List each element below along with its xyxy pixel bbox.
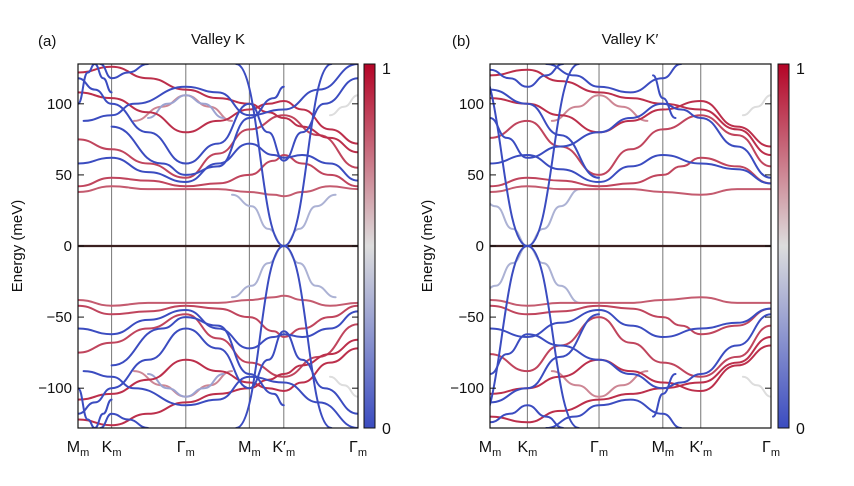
band-line bbox=[110, 85, 285, 176]
bands bbox=[78, 64, 358, 428]
band-line bbox=[78, 142, 358, 184]
x-tick-label: Km bbox=[102, 439, 122, 459]
y-tick-label: −50 bbox=[459, 309, 484, 326]
band-line bbox=[490, 88, 600, 179]
band-line bbox=[490, 344, 771, 395]
colorbar-min-label: 0 bbox=[382, 421, 391, 438]
y-axis-label: Energy (meV) bbox=[419, 200, 436, 293]
y-tick-label: −100 bbox=[38, 380, 72, 397]
band-line bbox=[78, 347, 358, 401]
band-line bbox=[490, 244, 581, 304]
y-tick-label: −100 bbox=[450, 380, 484, 397]
band-line bbox=[490, 64, 565, 88]
band-line bbox=[82, 64, 358, 122]
x-tick-label: Km bbox=[517, 439, 537, 459]
x-tick-label: Mm bbox=[67, 439, 90, 459]
band-line bbox=[78, 64, 113, 105]
band-line bbox=[78, 387, 113, 428]
y-tick-label: −50 bbox=[47, 309, 72, 326]
band-line bbox=[490, 336, 771, 424]
colorbar bbox=[363, 63, 376, 429]
y-tick-label: 0 bbox=[476, 238, 484, 255]
x-tick-label: K′m bbox=[272, 439, 295, 459]
x-tick-label: Γm bbox=[762, 439, 780, 459]
y-tick-label: 50 bbox=[55, 167, 72, 184]
band-line bbox=[490, 316, 771, 378]
band-line bbox=[741, 375, 771, 398]
band-line bbox=[78, 91, 358, 145]
panel-b: (b) Valley K′ Energy (meV) −100 −50 0 50 100 Mm K… bbox=[419, 31, 805, 459]
band-line bbox=[329, 94, 358, 117]
colorbar bbox=[777, 63, 790, 429]
y-tick-label: 100 bbox=[459, 96, 484, 113]
band-line bbox=[99, 64, 149, 80]
band-line bbox=[78, 308, 358, 350]
band-line bbox=[78, 77, 358, 165]
colorbar-max-label: 1 bbox=[382, 61, 391, 78]
band-line bbox=[82, 370, 358, 428]
band-line bbox=[550, 370, 649, 398]
chart-title: Valley K bbox=[191, 31, 245, 48]
panel-label: (a) bbox=[38, 33, 56, 50]
band-line bbox=[545, 64, 683, 94]
band-line bbox=[741, 94, 771, 117]
x-tick-label: Γm bbox=[349, 439, 367, 459]
band-line bbox=[550, 94, 649, 122]
band-line bbox=[490, 244, 580, 428]
colorbar-max-label: 1 bbox=[796, 61, 805, 78]
x-tick-label: Mm bbox=[479, 439, 502, 459]
band-line bbox=[652, 373, 677, 418]
band-line bbox=[490, 304, 771, 336]
band-line bbox=[78, 185, 358, 198]
band-line bbox=[99, 412, 149, 428]
x-tick-label: Γm bbox=[590, 439, 608, 459]
band-line bbox=[110, 316, 285, 407]
band-line bbox=[545, 398, 683, 428]
band-line bbox=[78, 153, 358, 188]
band-line bbox=[490, 153, 771, 185]
y-tick-label: 0 bbox=[64, 238, 72, 255]
band-line bbox=[147, 94, 225, 119]
band-line bbox=[490, 188, 581, 248]
y-tick-label: 50 bbox=[467, 167, 484, 184]
panel-label: (b) bbox=[452, 33, 470, 50]
band-line bbox=[147, 373, 225, 398]
colorbar-min-label: 0 bbox=[796, 421, 805, 438]
band-line bbox=[490, 185, 771, 196]
band-line bbox=[490, 404, 565, 428]
band-line bbox=[78, 327, 358, 415]
band-line bbox=[235, 244, 333, 428]
panel-a: (a) Valley K Energy (meV) −100 −50 0 50 100 Mm Km… bbox=[9, 31, 391, 459]
band-line bbox=[490, 156, 771, 188]
x-tick-label: K′m bbox=[689, 439, 712, 459]
band-line bbox=[490, 313, 600, 404]
band-line bbox=[652, 74, 677, 119]
chart-title: Valley K′ bbox=[602, 31, 659, 48]
x-tick-label: Mm bbox=[238, 439, 260, 459]
band-line bbox=[490, 97, 771, 148]
bands bbox=[490, 64, 771, 428]
band-line bbox=[78, 304, 358, 339]
band-line bbox=[490, 114, 771, 176]
band-line bbox=[78, 294, 358, 307]
y-tick-label: 100 bbox=[47, 96, 72, 113]
band-line bbox=[490, 296, 771, 307]
y-axis-label: Energy (meV) bbox=[9, 200, 26, 293]
x-tick-label: Γm bbox=[177, 439, 195, 459]
x-tick-label: Mm bbox=[652, 439, 675, 459]
band-line bbox=[490, 307, 771, 339]
band-line bbox=[490, 68, 771, 156]
band-line bbox=[329, 375, 358, 398]
